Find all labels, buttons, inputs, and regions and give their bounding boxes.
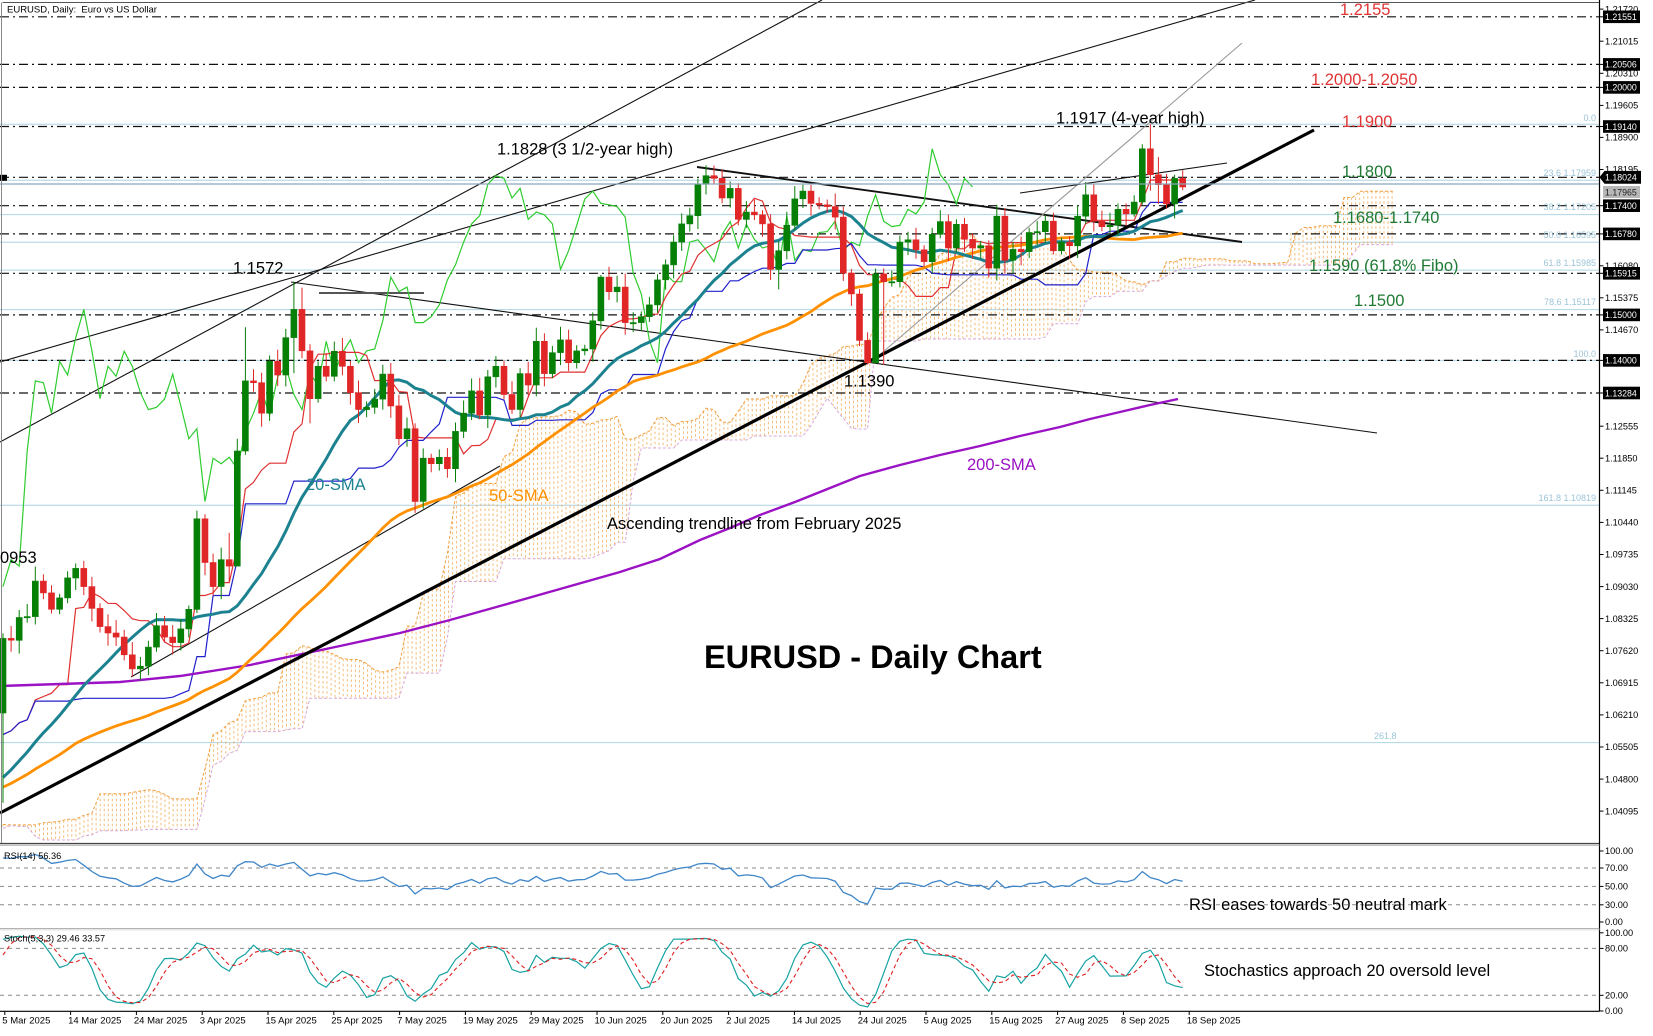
svg-text:8 Sep 2025: 8 Sep 2025	[1121, 1016, 1170, 1027]
svg-text:1.2000-1.2050: 1.2000-1.2050	[1311, 71, 1417, 89]
svg-text:7 May 2025: 7 May 2025	[397, 1016, 447, 1027]
svg-text:EURUSD - Daily Chart: EURUSD - Daily Chart	[704, 639, 1042, 675]
svg-text:50.0 1.16595: 50.0 1.16595	[1543, 230, 1596, 240]
svg-text:23.6 1.17959: 23.6 1.17959	[1543, 168, 1596, 178]
svg-text:1.17400: 1.17400	[1605, 201, 1637, 211]
svg-text:70.00: 70.00	[1605, 863, 1628, 873]
svg-text:Ascending trendline from Febru: Ascending trendline from February 2025	[607, 515, 901, 533]
svg-text:1.14670: 1.14670	[1605, 325, 1638, 335]
svg-text:25 Apr 2025: 25 Apr 2025	[331, 1016, 382, 1027]
svg-text:1.1800: 1.1800	[1342, 163, 1392, 181]
svg-text:15 Apr 2025: 15 Apr 2025	[266, 1016, 317, 1027]
svg-text:2 Jul 2025: 2 Jul 2025	[726, 1016, 770, 1027]
svg-text:100.00: 100.00	[1605, 928, 1633, 938]
svg-text:20.00: 20.00	[1605, 991, 1628, 1001]
svg-text:19 May 2025: 19 May 2025	[463, 1016, 518, 1027]
svg-text:1.19140: 1.19140	[1605, 122, 1637, 132]
svg-text:14 Jul 2025: 14 Jul 2025	[792, 1016, 841, 1027]
svg-text:1.15375: 1.15375	[1605, 293, 1638, 303]
svg-text:1.16780: 1.16780	[1605, 229, 1637, 239]
svg-text:1.1917 (4-year high): 1.1917 (4-year high)	[1056, 110, 1205, 128]
svg-text:1.1500: 1.1500	[1354, 292, 1404, 310]
svg-text:1.16080: 1.16080	[1605, 261, 1638, 271]
svg-text:RSI(14) 56.36: RSI(14) 56.36	[4, 851, 61, 861]
svg-text:1.20506: 1.20506	[1605, 60, 1637, 70]
svg-text:20 Jun 2025: 20 Jun 2025	[660, 1016, 712, 1027]
svg-text:78.6 1.15117: 78.6 1.15117	[1544, 297, 1596, 307]
svg-text:20-SMA: 20-SMA	[306, 476, 366, 494]
svg-text:27 Aug 2025: 27 Aug 2025	[1055, 1016, 1108, 1027]
svg-text:161.8 1.10819: 161.8 1.10819	[1538, 493, 1596, 503]
svg-text:1.14000: 1.14000	[1605, 356, 1637, 366]
svg-text:1.08325: 1.08325	[1605, 614, 1638, 624]
svg-text:10 Jun 2025: 10 Jun 2025	[595, 1016, 647, 1027]
svg-text:RSI eases towards 50 neutral m: RSI eases towards 50 neutral mark	[1189, 896, 1447, 914]
svg-text:18 Sep 2025: 18 Sep 2025	[1187, 1016, 1241, 1027]
svg-text:0.00: 0.00	[1605, 917, 1623, 927]
svg-text:24 Mar 2025: 24 Mar 2025	[134, 1016, 187, 1027]
svg-text:1.04800: 1.04800	[1605, 774, 1638, 784]
svg-text:100.00: 100.00	[1605, 846, 1633, 856]
svg-text:1.20000: 1.20000	[1605, 83, 1637, 93]
svg-text:1.09735: 1.09735	[1605, 550, 1638, 560]
svg-text:50-SMA: 50-SMA	[489, 487, 549, 505]
svg-text:0953: 0953	[0, 549, 37, 567]
svg-text:24 Jul 2025: 24 Jul 2025	[858, 1016, 907, 1027]
svg-text:1.12555: 1.12555	[1605, 421, 1638, 431]
svg-text:261.8: 261.8	[1374, 731, 1397, 741]
svg-text:1.09030: 1.09030	[1605, 582, 1638, 592]
svg-text:1.1590 (61.8% Fibo): 1.1590 (61.8% Fibo)	[1309, 257, 1459, 275]
svg-text:1.1828 (3 1/2-year high): 1.1828 (3 1/2-year high)	[497, 141, 673, 159]
svg-text:38.2 1.17205: 38.2 1.17205	[1543, 202, 1596, 212]
svg-text:100.0: 100.0	[1573, 349, 1596, 359]
svg-text:1.15000: 1.15000	[1605, 310, 1637, 320]
svg-text:Stoch(5,3,3) 29.46 33.57: Stoch(5,3,3) 29.46 33.57	[4, 934, 105, 944]
svg-text:1.11145: 1.11145	[1605, 486, 1637, 496]
svg-text:1.05505: 1.05505	[1605, 742, 1638, 752]
svg-text:0.0: 0.0	[1583, 113, 1596, 123]
svg-text:1.17965: 1.17965	[1605, 188, 1637, 198]
svg-text:0.00: 0.00	[1605, 1006, 1623, 1016]
svg-text:50.00: 50.00	[1605, 882, 1628, 892]
svg-text:1.21720: 1.21720	[1605, 4, 1638, 14]
svg-text:1.04095: 1.04095	[1605, 806, 1638, 816]
svg-text:1.2155: 1.2155	[1340, 1, 1390, 19]
svg-text:3 Apr 2025: 3 Apr 2025	[200, 1016, 246, 1027]
svg-text:29 May 2025: 29 May 2025	[529, 1016, 584, 1027]
svg-text:1.06915: 1.06915	[1605, 678, 1638, 688]
svg-text:1.18024: 1.18024	[1605, 173, 1637, 183]
svg-text:200-SMA: 200-SMA	[967, 456, 1036, 474]
svg-text:1.21551: 1.21551	[1605, 12, 1637, 22]
svg-text:1.18900: 1.18900	[1605, 133, 1638, 143]
svg-text:1.1680-1.1740: 1.1680-1.1740	[1333, 209, 1439, 227]
svg-text:1.15915: 1.15915	[1605, 269, 1637, 279]
svg-text:80.00: 80.00	[1605, 944, 1628, 954]
svg-text:5 Aug 2025: 5 Aug 2025	[924, 1016, 972, 1027]
svg-text:1.07620: 1.07620	[1605, 646, 1638, 656]
svg-text:14 Mar 2025: 14 Mar 2025	[68, 1016, 121, 1027]
svg-text:1.13284: 1.13284	[1605, 388, 1637, 398]
svg-text:1.1572: 1.1572	[233, 260, 283, 278]
svg-text:1.1390: 1.1390	[844, 373, 894, 391]
svg-text:1.21015: 1.21015	[1605, 36, 1638, 46]
svg-text:1.19605: 1.19605	[1605, 101, 1638, 111]
svg-text:61.8 1.15985: 61.8 1.15985	[1543, 258, 1596, 268]
svg-text:1.18195: 1.18195	[1605, 165, 1638, 175]
svg-text:1.1900: 1.1900	[1342, 113, 1392, 131]
svg-text:1.06210: 1.06210	[1605, 710, 1638, 720]
svg-text:30.00: 30.00	[1605, 900, 1628, 910]
svg-text:1.20310: 1.20310	[1605, 69, 1638, 79]
svg-text:1.10440: 1.10440	[1605, 518, 1638, 528]
svg-text:15 Aug 2025: 15 Aug 2025	[989, 1016, 1042, 1027]
svg-text:5 Mar 2025: 5 Mar 2025	[2, 1016, 50, 1027]
svg-text:1.11850: 1.11850	[1605, 453, 1638, 463]
svg-text:Stochastics approach 20 overso: Stochastics approach 20 oversold level	[1204, 962, 1490, 980]
svg-text:EURUSD, Daily: Euro vs US Dol: EURUSD, Daily: Euro vs US Dollar	[7, 5, 157, 16]
